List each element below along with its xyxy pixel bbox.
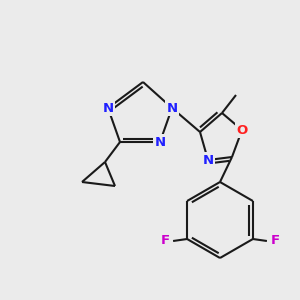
Text: N: N	[102, 101, 114, 115]
Text: F: F	[160, 235, 170, 248]
Text: N: N	[202, 154, 214, 166]
Text: F: F	[270, 235, 280, 248]
Text: N: N	[167, 101, 178, 115]
Text: O: O	[236, 124, 247, 136]
Text: N: N	[154, 136, 166, 148]
